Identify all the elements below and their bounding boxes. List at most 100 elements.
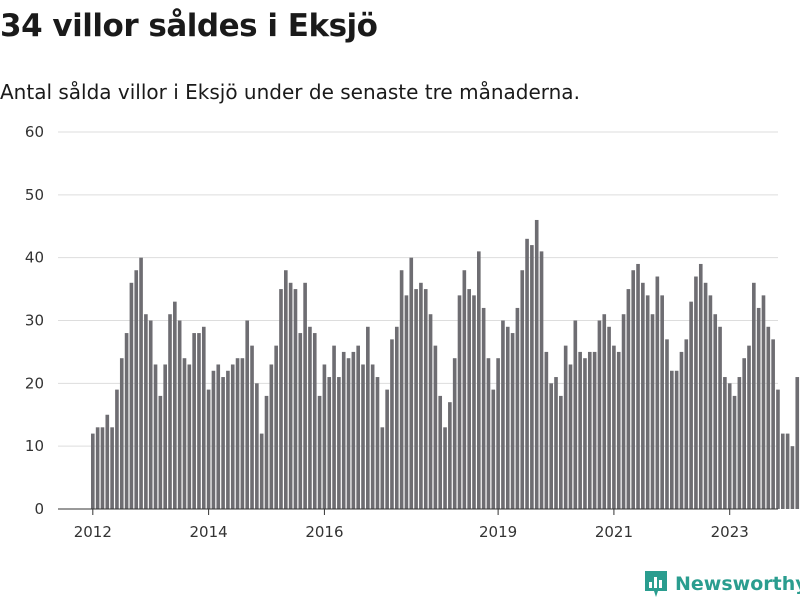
- bar: [752, 282, 756, 509]
- bar: [563, 345, 568, 509]
- bar: [327, 377, 332, 509]
- bar: [592, 351, 597, 509]
- bar: [723, 377, 727, 509]
- bar: [462, 270, 467, 509]
- bar: [100, 427, 105, 509]
- bar: [129, 282, 134, 509]
- bar: [674, 370, 679, 509]
- bar: [713, 314, 718, 509]
- y-tick-label: 40: [25, 249, 44, 267]
- bar: [534, 219, 539, 509]
- bar: [187, 364, 192, 509]
- bar: [380, 427, 385, 509]
- bar: [607, 326, 611, 509]
- bar: [578, 351, 582, 509]
- chart-title: 34 villor såldes i Eksjö: [0, 8, 378, 44]
- bar: [679, 351, 684, 509]
- bar: [298, 333, 303, 509]
- y-tick-label: 30: [25, 312, 44, 330]
- bar: [438, 395, 443, 509]
- bar: [346, 358, 351, 509]
- bar: [766, 326, 771, 509]
- bar: [182, 358, 187, 509]
- bar: [510, 333, 515, 509]
- bar: [472, 295, 476, 509]
- bar: [351, 351, 356, 509]
- bar: [168, 314, 172, 509]
- bar: [177, 320, 182, 509]
- bar: [703, 282, 708, 509]
- bar: [163, 364, 167, 509]
- bar: [481, 307, 486, 509]
- x-tick-label: 2023: [711, 523, 749, 541]
- bar: [158, 395, 163, 509]
- bar: [727, 383, 732, 509]
- bar: [583, 358, 587, 509]
- bar: [645, 295, 650, 509]
- bar: [245, 320, 250, 509]
- bar: [732, 395, 737, 509]
- bar: [616, 351, 621, 509]
- bar: [665, 339, 669, 509]
- y-tick-label: 50: [25, 186, 44, 204]
- bar: [148, 320, 153, 509]
- y-tick-label: 0: [34, 500, 44, 518]
- bar: [269, 364, 274, 509]
- bar: [201, 326, 206, 509]
- bar: [795, 377, 800, 509]
- bar: [332, 345, 336, 509]
- bar: [375, 377, 380, 509]
- bar: [211, 370, 216, 509]
- bar: [568, 364, 573, 509]
- bar: [284, 270, 288, 509]
- bar: [226, 370, 230, 509]
- bar: [153, 364, 158, 509]
- bar: [385, 389, 389, 509]
- bar: [250, 345, 254, 509]
- bar: [747, 345, 751, 509]
- bar: [206, 389, 211, 509]
- bar: [708, 295, 713, 509]
- bar: [650, 314, 655, 509]
- brand-logo: Newsworthy: [643, 569, 800, 599]
- bar: [520, 270, 525, 509]
- bar: [790, 446, 795, 509]
- bar: [698, 263, 703, 509]
- bar: [264, 395, 269, 509]
- bar: [670, 370, 674, 509]
- bar: [235, 358, 240, 509]
- bar: [423, 289, 428, 509]
- bar: [240, 358, 245, 509]
- bar: [255, 383, 259, 509]
- bar: [612, 345, 616, 509]
- bar: [539, 251, 544, 509]
- bar: [694, 276, 698, 509]
- bar: [95, 427, 100, 509]
- bar: [124, 333, 129, 509]
- x-tick-label: 2019: [479, 523, 517, 541]
- x-tick-label: 2012: [74, 523, 112, 541]
- bar: [477, 251, 481, 509]
- bar: [409, 257, 414, 509]
- newsworthy-logo-icon: [645, 571, 667, 597]
- bar: [173, 301, 177, 509]
- bar: [636, 263, 640, 509]
- bar: [428, 314, 433, 509]
- bar: [443, 427, 447, 509]
- bar: [631, 270, 636, 509]
- bar: [288, 282, 293, 509]
- bar: [621, 314, 626, 509]
- bar: [192, 333, 196, 509]
- x-tick-label: 2014: [190, 523, 228, 541]
- bar: [105, 414, 110, 509]
- bar: [91, 433, 95, 509]
- bar: [515, 307, 520, 509]
- bar: [448, 402, 452, 509]
- bar: [366, 326, 370, 509]
- bar: [259, 433, 264, 509]
- bar: [559, 395, 563, 509]
- bar: [230, 364, 235, 509]
- y-tick-label: 20: [25, 374, 44, 392]
- bar: [505, 326, 510, 509]
